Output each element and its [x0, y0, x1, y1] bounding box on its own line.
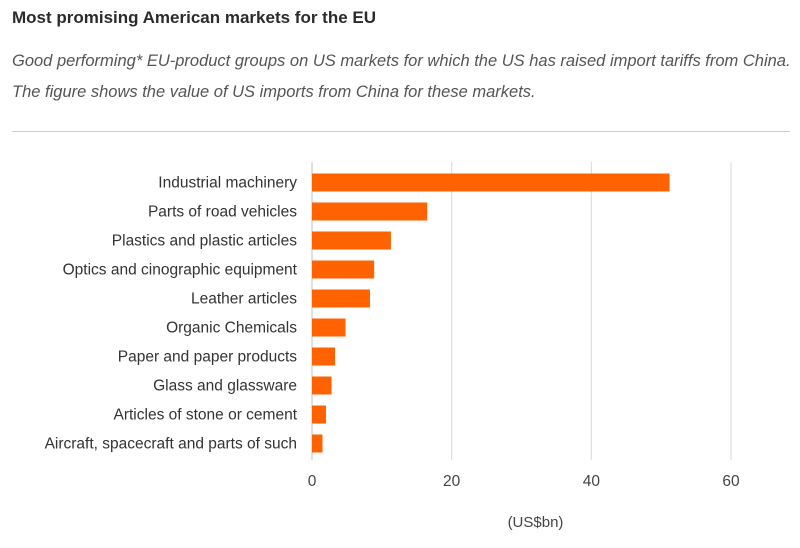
x-tick-labels: 0 20 40 60: [308, 473, 740, 490]
bar: [312, 289, 370, 308]
x-tick-label: 0: [308, 473, 317, 490]
bar: [312, 347, 336, 366]
category-label: Parts of road vehicles: [148, 204, 297, 221]
x-axis-label: (US$bn): [508, 514, 564, 531]
x-tick-label: 40: [583, 473, 601, 490]
bar: [312, 434, 323, 453]
bars: [312, 173, 670, 453]
category-label: Articles of stone or cement: [114, 407, 298, 424]
bar: [312, 231, 391, 250]
bar: [312, 376, 332, 395]
category-label: Plastics and plastic articles: [112, 233, 297, 250]
chart-title: Most promising American markets for the …: [12, 8, 377, 27]
category-label: Aircraft, spacecraft and parts of such: [45, 436, 297, 453]
category-label: Leather articles: [191, 291, 297, 308]
x-tick-label: 20: [443, 473, 461, 490]
bar: [312, 173, 670, 192]
x-tick-label: 60: [722, 473, 740, 490]
chart-subtitle: Good performing* EU-product groups on US…: [12, 52, 791, 101]
bar: [312, 405, 326, 424]
category-label: Optics and cinographic equipment: [63, 262, 298, 279]
bar: [312, 318, 346, 337]
category-labels: Industrial machinery Parts of road vehicl…: [45, 175, 298, 453]
category-label: Glass and glassware: [153, 378, 297, 395]
category-label: Organic Chemicals: [166, 320, 297, 337]
category-label: Industrial machinery: [158, 175, 297, 192]
bar: [312, 202, 428, 221]
header-divider: [12, 131, 790, 132]
bar: [312, 260, 375, 279]
category-label: Paper and paper products: [118, 349, 297, 366]
